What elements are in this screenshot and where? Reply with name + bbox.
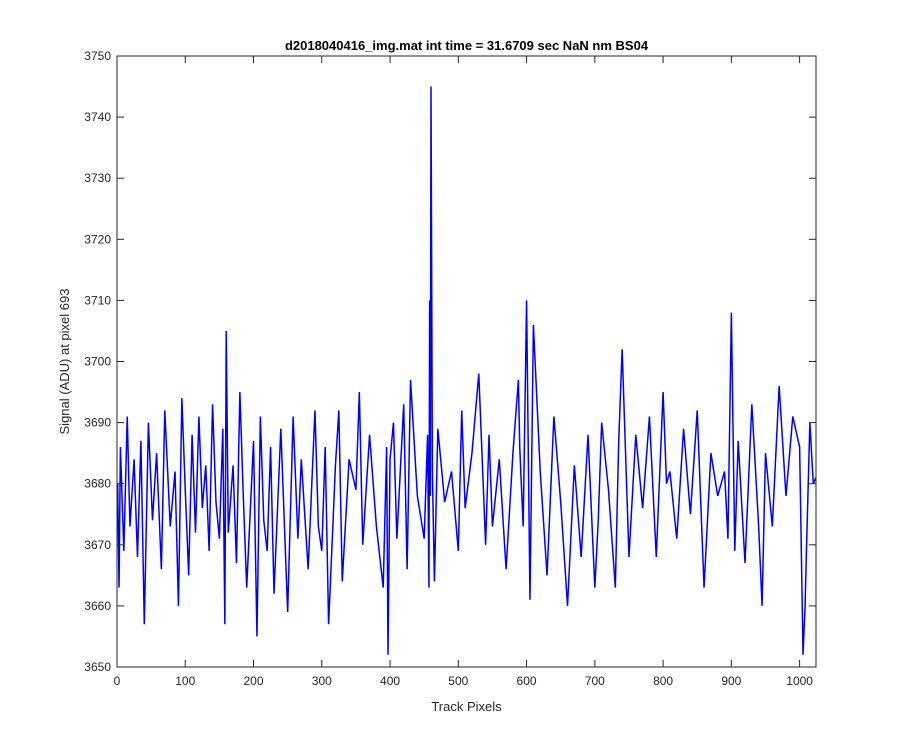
x-tick-label: 800 (653, 674, 673, 688)
y-tick-label: 3720 (84, 232, 111, 246)
y-tick-label: 3740 (84, 110, 111, 124)
x-axis-label: Track Pixels (431, 699, 502, 714)
x-tick-label: 500 (448, 674, 468, 688)
x-tick-label: 400 (380, 674, 400, 688)
x-tick-label: 200 (244, 674, 264, 688)
x-tick-label: 600 (517, 674, 537, 688)
series-layer (116, 86, 817, 655)
y-tick-label: 3660 (84, 599, 111, 613)
y-axis-label: Signal (ADU) at pixel 693 (57, 289, 72, 435)
y-tick-label: 3700 (84, 355, 111, 369)
series-line-0 (116, 86, 817, 655)
y-tick-label: 3730 (84, 171, 111, 185)
x-tick-label: 100 (175, 674, 195, 688)
y-tick-label: 3710 (84, 293, 111, 307)
x-tick-label: 900 (721, 674, 741, 688)
x-tick-label: 0 (114, 674, 121, 688)
y-tick-label: 3670 (84, 538, 111, 552)
y-tick-label: 3650 (84, 660, 111, 674)
y-tick-label: 3690 (84, 416, 111, 430)
axes-frame (116, 55, 817, 668)
y-tick-label: 3680 (84, 477, 111, 491)
plot-area-background (117, 56, 816, 667)
ticks-layer: 0 100 200 300 400 500 600 700 800 900 1000 3650 3660… (84, 49, 816, 688)
x-tick-label: 700 (585, 674, 605, 688)
chart-title: d2018040416_img.mat int time = 31.6709 s… (285, 38, 649, 53)
x-tick-label: 300 (312, 674, 332, 688)
x-tick-label: 1000 (786, 674, 813, 688)
y-tick-label: 3750 (84, 49, 111, 63)
